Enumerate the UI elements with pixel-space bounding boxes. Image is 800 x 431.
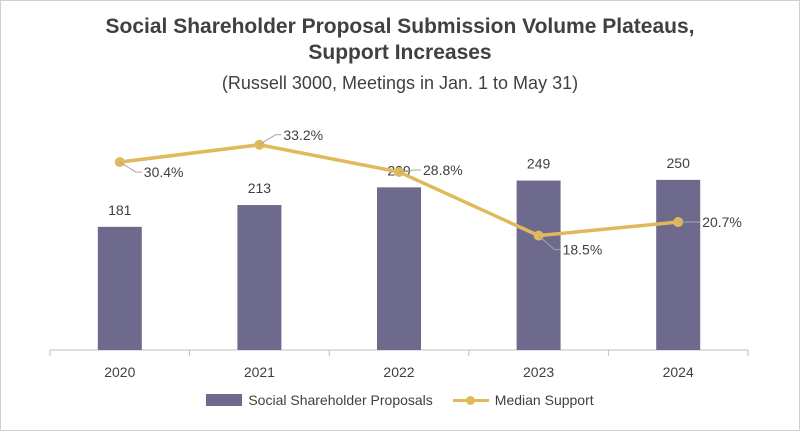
bar-2024: [656, 179, 701, 350]
bar-2020: [97, 226, 142, 350]
x-tick-label-2021: 2021: [244, 364, 275, 380]
bar-value-label-2024: 250: [667, 155, 691, 171]
support-leader-2020: [119, 161, 142, 173]
chart-title-line-1: Social Shareholder Proposal Submission V…: [105, 15, 695, 38]
x-tick-label-2020: 2020: [104, 364, 135, 380]
legend-swatch-line: [452, 394, 489, 406]
support-leader-2023: [538, 235, 561, 251]
x-tick-label-2024: 2024: [663, 364, 694, 380]
support-leader-2022: [398, 169, 421, 173]
bar-2023: [516, 180, 561, 350]
bar-value-label-2020: 181: [108, 202, 132, 218]
bar-value-label-2021: 213: [248, 180, 272, 196]
support-leader-2021: [259, 134, 282, 146]
support-value-label-2020: 30.4%: [144, 164, 184, 180]
legend-swatch-bar: [206, 394, 243, 406]
support-value-label-2023: 18.5%: [563, 242, 603, 258]
x-tick-label-2023: 2023: [523, 364, 554, 380]
support-value-label-2022: 28.8%: [423, 162, 463, 178]
legend-label-proposals: Social Shareholder Proposals: [248, 392, 433, 408]
legend-label-support: Median Support: [494, 392, 594, 408]
bar-2022: [377, 187, 421, 350]
chart-title: Social Shareholder Proposal Submission V…: [0, 14, 800, 66]
bar-value-label-2023: 249: [527, 156, 551, 172]
chart-subtitle: (Russell 3000, Meetings in Jan. 1 to May…: [221, 73, 579, 93]
chart-title-line-2: Support Increases: [308, 41, 492, 64]
support-value-label-2021: 33.2%: [283, 127, 323, 143]
legend-item-support: Median Support: [452, 392, 594, 408]
legend-item-proposals: Social Shareholder Proposals: [206, 392, 433, 408]
support-value-label-2024: 20.7%: [702, 214, 742, 230]
chart-legend: Social Shareholder Proposals Median Supp…: [0, 392, 800, 408]
bar-2021: [237, 205, 282, 350]
x-tick-label-2022: 2022: [383, 364, 414, 380]
